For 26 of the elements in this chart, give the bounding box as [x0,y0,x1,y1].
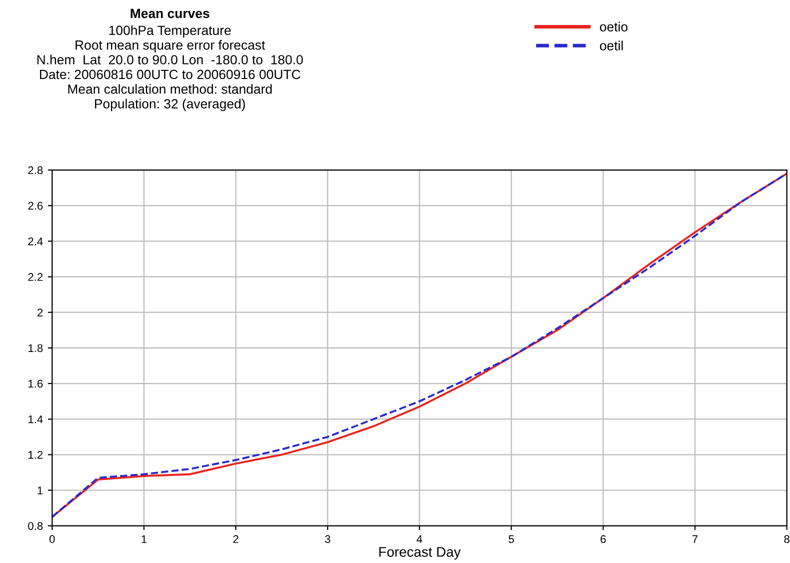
x-tick-label: 3 [324,535,330,544]
y-tick-label: 2.8 [28,166,43,174]
chart-title: Mean curves [130,8,210,18]
y-tick-label: 2.6 [28,202,43,210]
x-tick-label: 5 [508,535,514,544]
x-tick-label: 6 [600,535,606,544]
y-tick-label: 2 [37,308,43,316]
line-series [52,172,787,518]
y-tick-label: 2.2 [28,273,43,281]
y-tick-label: 1.2 [28,450,43,459]
x-axis-title: Forecast Day [379,547,461,560]
y-tick-label: 1.8 [28,344,43,352]
y-tick-label: 1.4 [28,415,43,424]
x-tick-label: 0 [49,535,55,544]
x-tick-label: 2 [233,535,238,543]
x-tick-label: 1 [142,535,147,543]
y-tick-label: 0.8 [28,522,43,530]
x-tick-label: 7 [692,535,698,543]
legend-label: oetil [600,40,623,50]
y-tick-label: 2.4 [28,237,43,246]
y-tick-label: 1.6 [28,380,43,388]
x-tick-label: 8 [784,535,790,544]
y-tick-label: 1 [38,486,43,494]
x-tick-label: 4 [416,535,422,543]
legend-label: oetio [600,22,628,32]
chart-subtitle: 100hPa Temperature Root mean square error forecast N.hem Lat 20.0 to 90.0 Lon -180.0 to 180.0 Date: 20060816 00UTC to 20060916 00UTC Mean calculation method: standard Population: 32 (averaged) [37,25,303,112]
